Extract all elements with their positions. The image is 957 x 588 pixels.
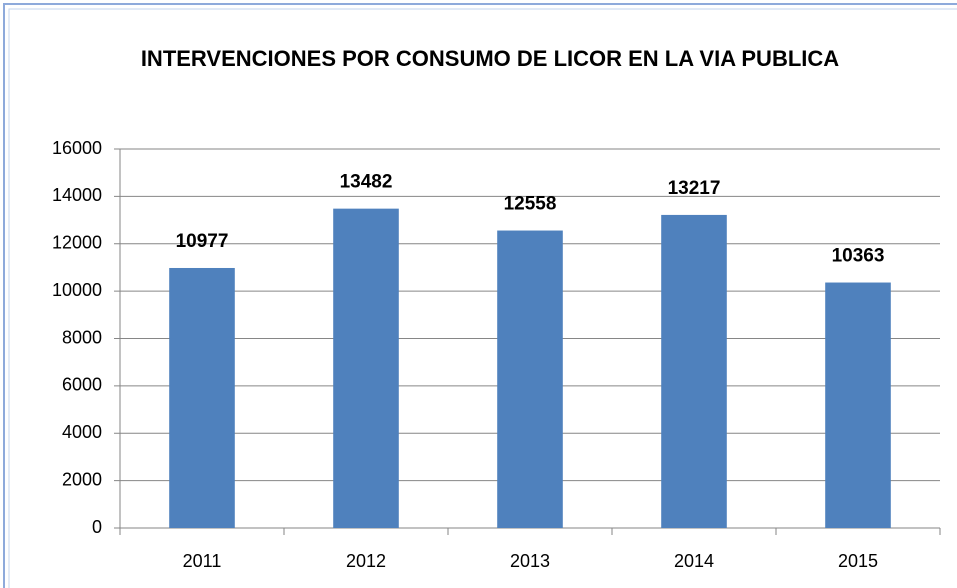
y-tick-label: 2000 — [62, 469, 102, 489]
y-tick-label: 0 — [92, 517, 102, 537]
bar — [333, 208, 399, 528]
x-tick-label: 2014 — [674, 551, 714, 571]
chart-title: INTERVENCIONES POR CONSUMO DE LICOR EN L… — [140, 46, 840, 71]
bar — [661, 214, 727, 529]
y-tick-label: 12000 — [52, 233, 102, 253]
bar — [497, 230, 563, 528]
value-label: 13482 — [340, 172, 393, 193]
bar — [825, 282, 891, 528]
x-tick-label: 2013 — [510, 551, 550, 571]
frame-inner — [8, 8, 957, 588]
bar — [169, 267, 235, 528]
y-tick-label: 14000 — [52, 185, 102, 205]
value-label: 12558 — [504, 194, 557, 215]
frame — [3, 3, 957, 588]
y-tick-label: 6000 — [62, 375, 102, 395]
y-tick-label: 16000 — [52, 138, 102, 158]
value-label: 10363 — [832, 246, 885, 267]
y-tick-label: 10000 — [52, 280, 102, 300]
value-label: 13217 — [668, 178, 721, 199]
y-tick-label: 4000 — [62, 422, 102, 442]
y-tick-label: 8000 — [62, 327, 102, 347]
x-tick-label: 2015 — [838, 551, 878, 571]
x-tick-label: 2011 — [183, 551, 222, 571]
value-label: 10977 — [176, 231, 229, 252]
x-tick-label: 2012 — [346, 551, 386, 571]
